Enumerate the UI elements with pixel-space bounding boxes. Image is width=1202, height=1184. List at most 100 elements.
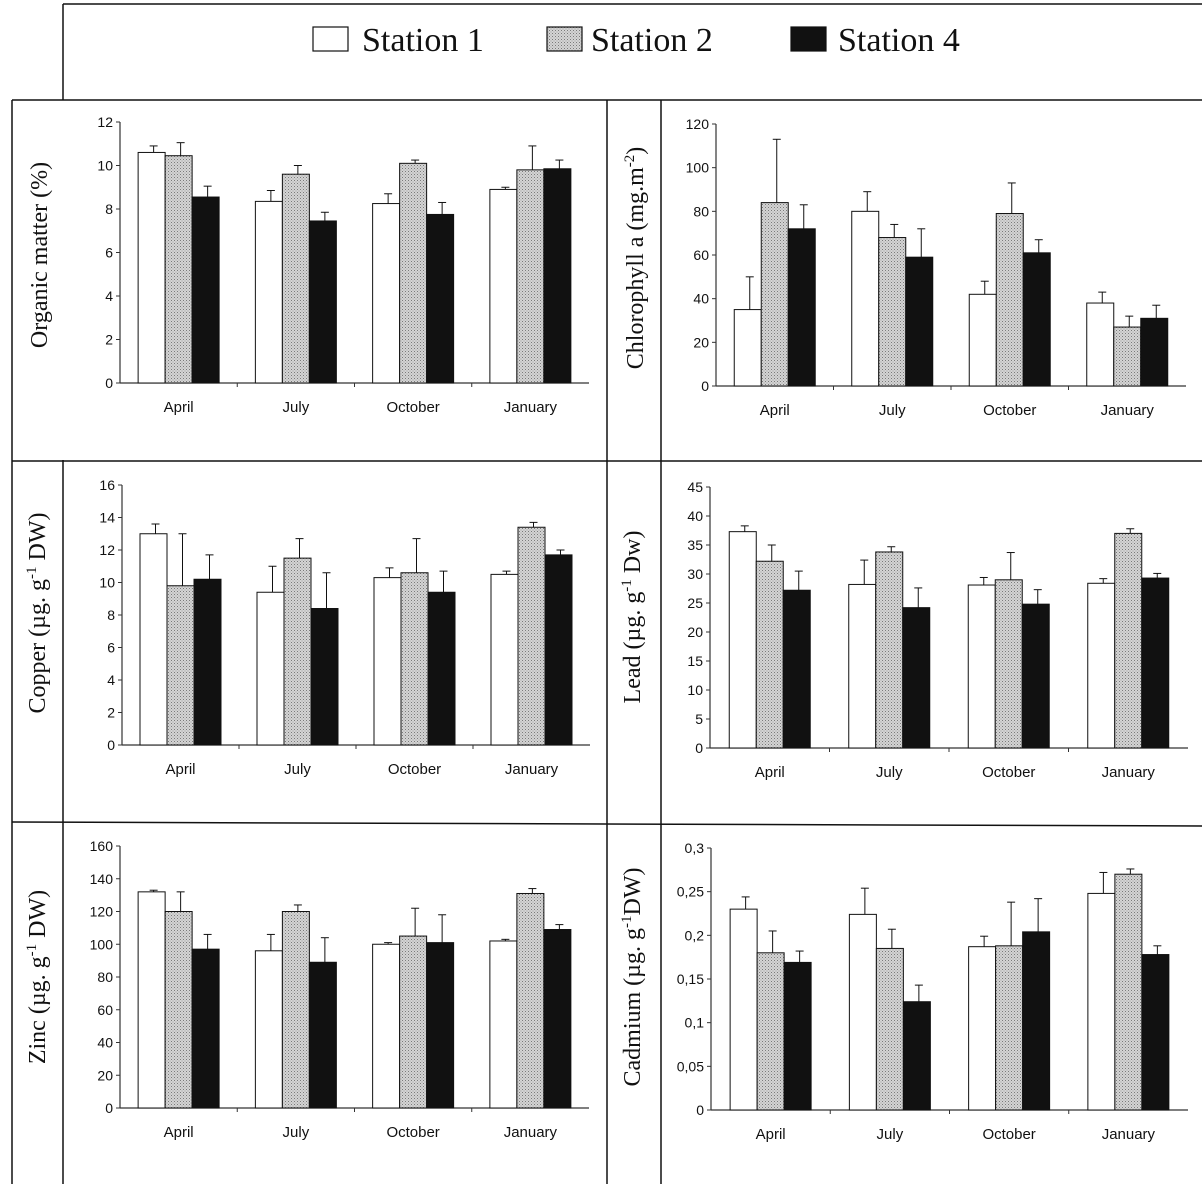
legend-item-station-1: Station 1 [312,22,484,59]
x-category-label: July [283,399,310,416]
bar-station-1-january [490,573,519,746]
y-tick-label: 0 [701,378,709,394]
legend-label-station-1: Station 1 [362,22,484,59]
y-tick-label: 20 [693,334,709,350]
bar-station-1-january [1087,892,1116,1111]
charts-layer: Organic matter (%) 0 2 4 6 8 10 12 April July Octo… [24,114,1188,1143]
chart-zinc: Zinc (µg. g-1 DW) 0 20 40 60 80 100 120 140 160 Ap… [24,838,589,1141]
bar-station-2-april [164,155,193,384]
bar-station-4-january [543,168,572,384]
y-tick-label: 12 [97,114,113,130]
bar-station-4-july [902,1001,931,1111]
y-tick-label: 0 [107,737,115,753]
y-tick-label: 4 [105,288,113,304]
y-tick-label: 8 [105,201,113,217]
bar-station-2-october [995,945,1024,1111]
bar-station-2-january [516,169,545,384]
bar-station-2-july [283,557,312,746]
x-category-label: January [1102,1126,1156,1143]
y-tick-label: 30 [687,566,703,582]
bar-station-4-january [543,929,572,1109]
bar-station-1-july [851,210,880,387]
y-tick-label: 80 [97,969,113,985]
legend-label-station-2: Station 2 [591,22,713,59]
bar-station-1-october [967,584,996,749]
x-category-label: January [504,399,558,416]
x-category-label: October [388,761,441,778]
x-category-label: January [1102,764,1156,781]
y-tick-label: 0,25 [677,884,704,900]
y-tick-label: 35 [687,537,703,553]
bar-station-2-april [164,911,193,1109]
bar-station-2-july [878,237,907,387]
bar-station-2-january [517,526,546,746]
bar-station-2-january [1114,873,1143,1111]
x-category-label: July [877,1126,904,1143]
y-tick-label: 25 [687,595,703,611]
y-tick-label: 0,05 [677,1058,704,1074]
y-tick-label: 10 [687,682,703,698]
bar-station-1-april [137,151,166,384]
y-tick-label: 15 [687,653,703,669]
bar-station-1-october [372,943,401,1109]
bar-station-1-april [733,309,762,387]
bar-station-2-october [995,213,1024,387]
bar-station-4-july [905,256,934,387]
y-tick-label: 10 [97,158,113,174]
x-category-label: July [876,764,903,781]
bar-station-4-october [426,213,455,384]
y-axis-label: Copper (µg. g-1 DW) [24,513,51,714]
x-category-label: April [756,1126,786,1143]
bar-station-2-july [875,551,904,749]
bar-station-1-october [372,203,401,384]
bar-station-4-july [902,607,931,749]
bar-station-2-january [1114,532,1143,749]
bar-station-1-july [256,591,285,746]
bar-station-2-april [756,952,785,1111]
bar-station-2-october [400,572,429,746]
y-tick-label: 100 [90,936,114,952]
y-tick-label: 120 [90,904,114,920]
y-tick-label: 40 [687,508,703,524]
y-tick-label: 0 [105,375,113,391]
y-tick-label: 2 [107,705,115,721]
legend-label-station-4: Station 4 [838,22,960,59]
legend-item-station-4: Station 4 [790,22,960,59]
bar-station-1-april [728,531,757,749]
bar-station-4-april [191,948,220,1109]
bar-station-2-april [760,202,789,387]
y-tick-label: 0,15 [677,971,704,987]
x-category-label: October [386,1124,439,1141]
y-tick-label: 0 [105,1100,113,1116]
y-tick-label: 0 [695,740,703,756]
y-tick-label: 0,2 [685,927,705,943]
bar-station-1-july [254,950,283,1109]
y-tick-label: 45 [687,479,703,495]
bar-station-4-january [1141,577,1170,749]
bar-station-2-january [1113,326,1142,387]
legend-swatch-station-1 [312,26,349,52]
y-tick-label: 20 [97,1067,113,1083]
bar-station-4-october [1022,252,1051,387]
y-tick-label: 100 [686,160,710,176]
bar-station-1-october [968,946,997,1111]
x-category-label: July [879,402,906,419]
bar-station-4-april [191,196,220,384]
y-tick-label: 40 [693,291,709,307]
y-tick-label: 2 [105,332,113,348]
legend-swatch-station-2 [546,26,583,52]
y-axis-label: Zinc (µg. g-1 DW) [24,890,51,1064]
bar-station-4-january [544,554,573,746]
y-tick-label: 16 [99,477,115,493]
x-category-label: July [283,1124,310,1141]
y-tick-label: 5 [695,711,703,727]
x-category-label: January [1101,402,1155,419]
y-tick-label: 6 [105,245,113,261]
bar-station-1-january [489,940,518,1109]
bar-station-4-october [426,942,455,1109]
y-tick-label: 60 [693,247,709,263]
bar-station-4-october [427,591,456,746]
chart-lead: Lead (µg. g-1 Dw) 0 5 10 15 20 25 30 35 40 45 April… [619,479,1188,781]
y-tick-label: 4 [107,672,115,688]
